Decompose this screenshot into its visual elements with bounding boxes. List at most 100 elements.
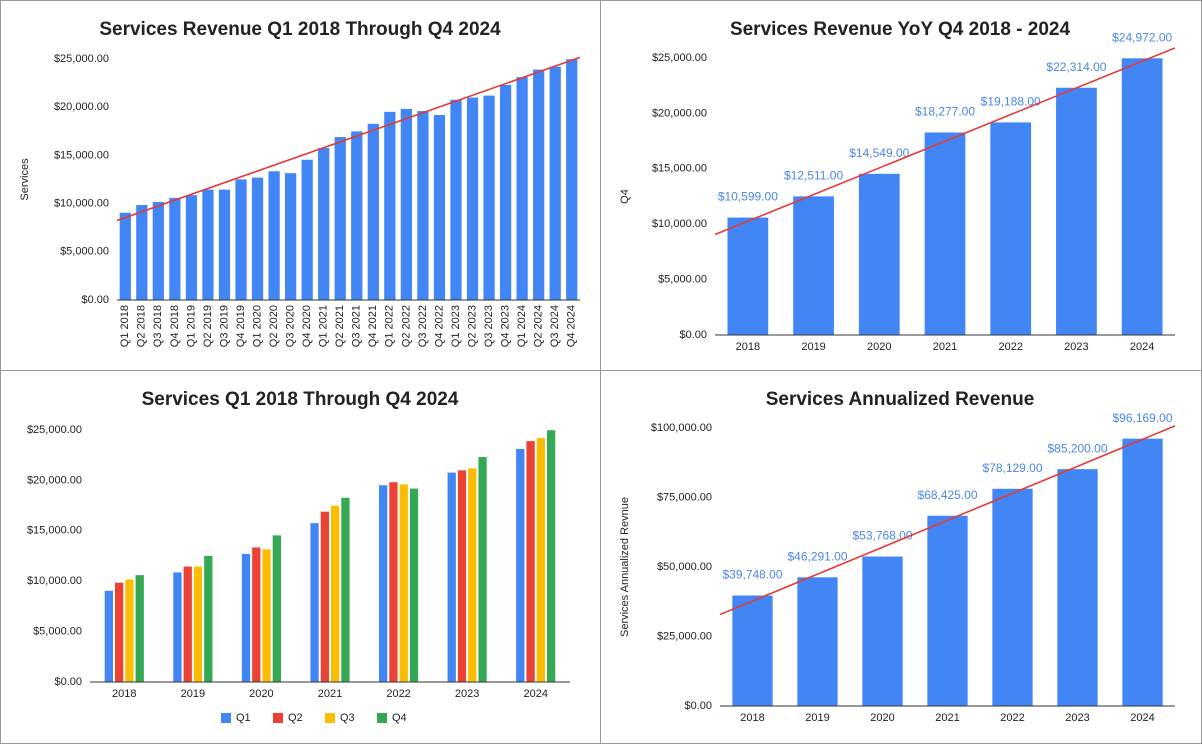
legend-swatch [377, 713, 387, 723]
x-tick-label: Q4 2019 [235, 305, 247, 347]
legend-label: Q2 [288, 712, 303, 724]
bar [272, 535, 281, 682]
bar [862, 556, 903, 706]
x-tick-label: 2024 [1130, 712, 1154, 724]
bar [173, 572, 182, 682]
bar [533, 69, 545, 300]
bar [547, 430, 556, 682]
bar [450, 99, 462, 301]
x-tick-label: 2022 [998, 341, 1022, 353]
chart-title: Services Revenue YoY Q4 2018 - 2024 [730, 19, 1071, 40]
bar [310, 523, 319, 682]
bar [1122, 438, 1163, 706]
chart-title: Services Q1 2018 Through Q4 2024 [142, 389, 459, 410]
bar [399, 484, 408, 682]
x-tick-label: Q4 2023 [499, 305, 511, 347]
x-tick-label: Q2 2020 [268, 305, 280, 347]
bar [318, 148, 330, 300]
x-tick-label: Q4 2020 [301, 305, 313, 347]
y-tick-label: $15,000.00 [652, 163, 707, 175]
trendline [714, 47, 1176, 236]
x-tick-label: Q1 2024 [516, 305, 528, 347]
y-tick-label: $25,000.00 [54, 53, 109, 65]
legend-swatch [221, 713, 231, 723]
x-tick-label: Q1 2018 [119, 305, 131, 347]
x-tick-label: Q3 2019 [218, 305, 230, 347]
chart-title: Services Revenue Q1 2018 Through Q4 2024 [99, 19, 501, 40]
bar [241, 553, 251, 682]
bar [478, 457, 487, 682]
chart-title: Services Annualized Revenue [766, 389, 1035, 410]
data-label: $78,129.00 [982, 461, 1042, 475]
trendline [116, 56, 581, 222]
bar [301, 159, 313, 300]
bar [499, 84, 512, 301]
bar [566, 59, 578, 300]
bar [185, 195, 198, 300]
y-tick-label: $50,000.00 [657, 561, 712, 573]
y-axis-title: Q4 [619, 189, 631, 204]
legend-label: Q1 [236, 712, 251, 724]
bar [924, 132, 966, 335]
x-tick-label: Q1 2023 [450, 305, 462, 347]
y-tick-label: $15,000.00 [27, 525, 82, 537]
bar [457, 470, 467, 682]
bar [483, 95, 495, 300]
x-tick-label: 2021 [933, 341, 957, 353]
x-tick-label: Q3 2021 [351, 305, 363, 347]
x-tick-label: 2020 [249, 688, 273, 700]
bar [351, 131, 363, 300]
x-tick-label: 2020 [867, 341, 891, 353]
x-tick-label: Q1 2020 [251, 305, 263, 347]
bar [331, 505, 340, 682]
data-label: $68,425.00 [917, 488, 977, 502]
bar [320, 511, 329, 682]
y-tick-label: $10,000.00 [27, 575, 82, 587]
bar [262, 549, 271, 682]
bar [115, 582, 124, 682]
legend-label: Q3 [340, 712, 355, 724]
legend-swatch [325, 713, 335, 723]
x-tick-label: Q4 2024 [566, 305, 578, 347]
bar [104, 590, 113, 682]
bar [202, 189, 214, 300]
data-label: $22,314.00 [1046, 60, 1106, 74]
y-axis-title: Services [19, 158, 31, 201]
bar [797, 577, 838, 706]
bar [389, 482, 398, 682]
bar [135, 575, 144, 682]
x-tick-label: Q2 2018 [136, 305, 148, 347]
x-tick-label: 2021 [318, 688, 342, 700]
x-tick-label: Q1 2022 [384, 305, 396, 347]
bar [384, 111, 396, 300]
bar [204, 555, 213, 682]
y-tick-label: $0.00 [679, 329, 707, 341]
data-label: $18,277.00 [915, 105, 975, 119]
y-tick-label: $0.00 [54, 676, 82, 688]
y-tick-label: $0.00 [81, 294, 109, 306]
x-tick-label: 2021 [935, 712, 959, 724]
panel [600, 0, 1202, 371]
bar [526, 441, 535, 682]
bar [251, 177, 264, 300]
data-label: $12,511.00 [784, 169, 843, 183]
y-tick-label: $5,000.00 [60, 246, 109, 258]
x-tick-label: Q4 2021 [367, 305, 379, 347]
bar [468, 468, 477, 682]
x-tick-label: 2020 [870, 712, 894, 724]
x-tick-label: 2024 [523, 688, 547, 700]
bar [367, 123, 379, 300]
y-tick-label: $10,000.00 [54, 198, 109, 210]
bar [334, 137, 346, 300]
x-tick-label: 2018 [740, 712, 764, 724]
bar [1057, 469, 1098, 706]
bar [536, 438, 545, 682]
bar [466, 97, 479, 300]
panel [0, 370, 601, 744]
bar [793, 196, 834, 335]
x-tick-label: Q3 2023 [483, 305, 495, 347]
bar [341, 497, 350, 682]
bar [119, 212, 131, 300]
